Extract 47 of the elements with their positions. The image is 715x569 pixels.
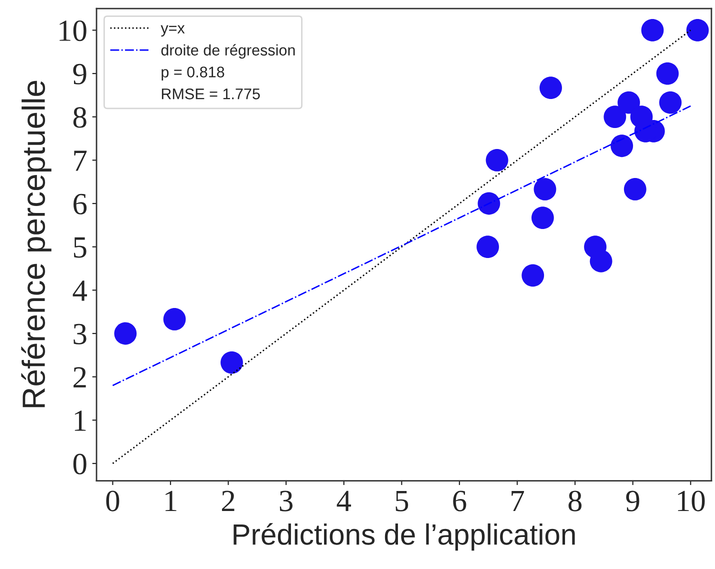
y-tick-label: 0	[73, 454, 86, 474]
point	[114, 322, 137, 345]
y-tick-label: 10	[60, 20, 86, 42]
point	[522, 264, 544, 287]
point	[686, 19, 709, 42]
point	[618, 91, 640, 114]
point	[220, 351, 243, 374]
point	[476, 236, 499, 258]
point	[478, 192, 500, 215]
x-axis-title: Prédictions de l’application	[234, 523, 575, 551]
legend-label: y=x	[160, 25, 185, 37]
point	[610, 134, 634, 158]
x-tick-label: 6	[453, 490, 466, 512]
y-tick-label: 5	[74, 237, 86, 258]
y-axis-title: Référence perceptuelle	[21, 80, 52, 408]
point	[604, 106, 626, 128]
x-tick-label: 1	[166, 490, 176, 512]
point	[486, 148, 508, 172]
y-tick-label: 4	[72, 280, 88, 301]
point	[656, 62, 679, 85]
annotation: p = 0.818	[162, 66, 224, 80]
y-tick-label: 1	[74, 410, 86, 431]
point	[641, 19, 664, 42]
x-tick-label: 9	[626, 490, 640, 512]
x-tick-label: 7	[512, 491, 524, 512]
y-tick-label: 2	[74, 367, 86, 388]
x-tick-label: 0	[106, 490, 120, 512]
y-tick-label: 7	[74, 150, 87, 171]
x-tick-label: 5	[396, 491, 408, 512]
point	[540, 76, 562, 100]
legend-label: droite de régression	[161, 44, 295, 59]
y-tick-label: 8	[73, 107, 86, 128]
point	[163, 308, 186, 330]
x-tick-label: 8	[568, 490, 582, 512]
point	[659, 91, 682, 114]
point	[590, 250, 612, 272]
x-tick-label: 4	[336, 490, 352, 512]
x-tick-label: 2	[222, 490, 234, 512]
point	[624, 178, 646, 200]
annotation: RMSE = 1.775	[162, 88, 260, 100]
point	[534, 178, 556, 200]
y-tick-label: 3	[74, 324, 86, 344]
x-tick-label: 3	[280, 490, 293, 512]
point	[531, 206, 554, 230]
x-tick-label: 10	[678, 490, 705, 512]
y-tick-label: 6	[74, 194, 87, 214]
y-tick-label: 9	[73, 64, 86, 84]
